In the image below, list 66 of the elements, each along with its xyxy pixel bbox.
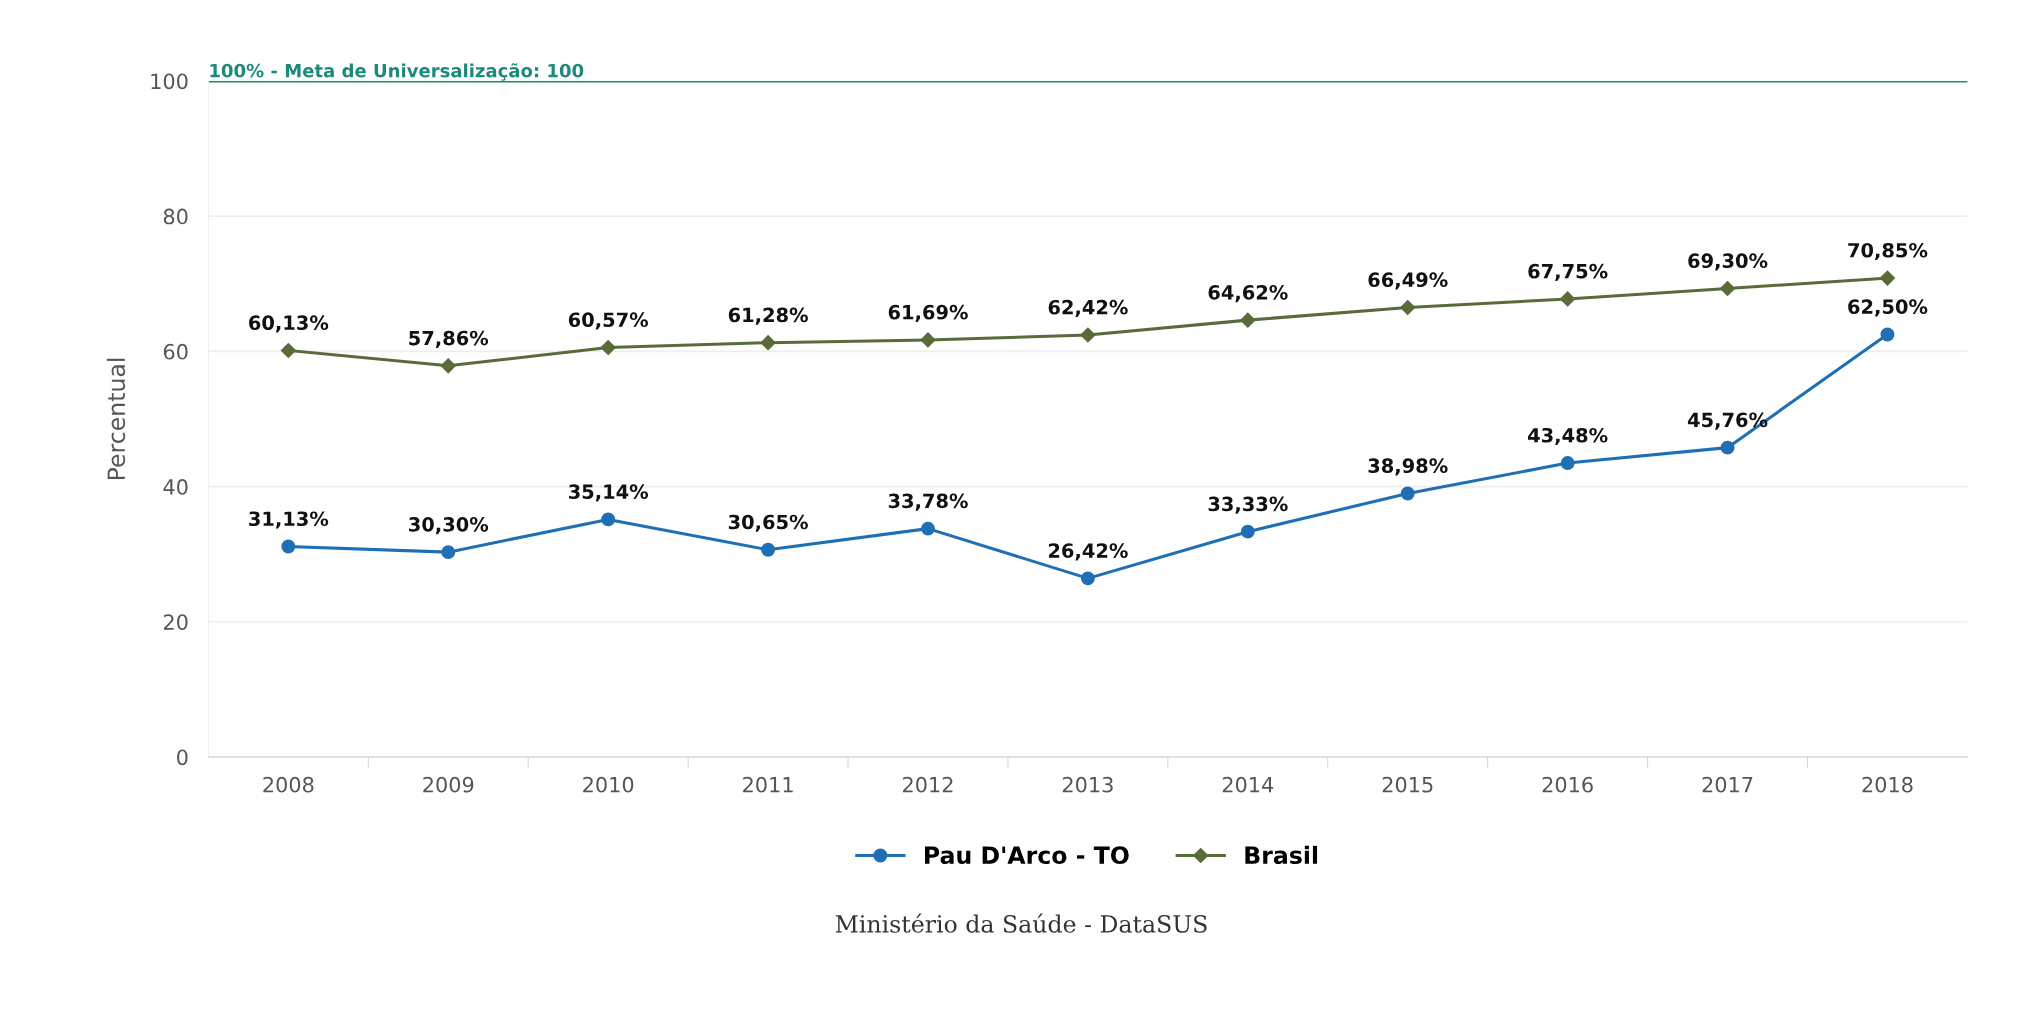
- y-tick-label: 60: [163, 343, 188, 360]
- data-label: 61,69%: [888, 304, 968, 322]
- point: [1879, 270, 1896, 286]
- x-tick-label: 2016: [1542, 776, 1593, 793]
- point: [1880, 327, 1895, 342]
- point: [1240, 524, 1255, 539]
- x-tick-label: 2009: [423, 776, 474, 793]
- point: [1400, 299, 1416, 316]
- point: [1240, 312, 1256, 328]
- point: [281, 539, 296, 554]
- data-label: 45,76%: [1687, 412, 1768, 430]
- y-tick-label: 100: [151, 73, 188, 90]
- data-label: 30,30%: [409, 517, 489, 535]
- point: [600, 339, 616, 356]
- x-tick-label: 2015: [1382, 776, 1433, 793]
- data-label: 60,13%: [249, 315, 329, 333]
- x-tick-label: 2018: [1862, 776, 1913, 793]
- x-tick-label: 2010: [583, 776, 634, 793]
- data-label: 67,75%: [1528, 263, 1608, 282]
- data-label: 26,42%: [1048, 543, 1128, 561]
- x-tick-label: 2013: [1062, 776, 1113, 793]
- data-label: 35,14%: [568, 484, 649, 502]
- x-tick-label: 2011: [743, 776, 793, 793]
- point: [1400, 486, 1415, 501]
- point: [1080, 571, 1095, 586]
- data-label: 64,62%: [1208, 284, 1288, 303]
- point: [920, 332, 936, 348]
- point: [760, 335, 776, 351]
- data-label: 62,50%: [1848, 299, 1928, 317]
- data-label: 66,49%: [1368, 272, 1448, 290]
- data-label: 43,48%: [1528, 427, 1608, 446]
- data-label: 69,30%: [1688, 253, 1768, 271]
- point: [601, 512, 616, 527]
- data-label: 62,42%: [1048, 299, 1128, 318]
- y-axis-title: Percentual: [106, 358, 126, 480]
- point: [440, 358, 456, 374]
- ref-line-label: 100% - Meta de Universalização: 100: [210, 63, 584, 81]
- data-label: 38,98%: [1368, 458, 1448, 476]
- data-label: 33,78%: [888, 493, 968, 511]
- x-tick-label: 2017: [1702, 776, 1753, 793]
- data-label: 33,33%: [1208, 496, 1288, 514]
- text: Ministério da Saúde - DataSUS: [835, 913, 1207, 933]
- x-tick-label: 2008: [263, 776, 314, 793]
- legend-label: Brasil: [1245, 845, 1318, 865]
- data-label: 57,86%: [409, 330, 489, 348]
- y-tick-label: 20: [163, 614, 188, 630]
- point: [1560, 291, 1576, 307]
- y-tick-label: 40: [163, 479, 188, 495]
- legend-label: Pau D'Arco - TO: [925, 846, 1129, 865]
- point: [1720, 440, 1735, 455]
- x-tick-label: 2014: [1222, 776, 1274, 793]
- data-label: 61,28%: [728, 307, 808, 325]
- y-tick-label: 80: [163, 208, 188, 225]
- x-tick-label: 2012: [903, 776, 953, 793]
- y-tick-label: 0: [177, 749, 188, 766]
- point: [441, 545, 456, 560]
- data-label: 31,13%: [249, 511, 329, 529]
- point: [1719, 280, 1736, 297]
- point: [1080, 327, 1096, 343]
- data-label: 30,65%: [728, 514, 808, 532]
- point: [921, 521, 935, 536]
- data-label: 70,85%: [1848, 242, 1928, 261]
- point: [280, 342, 296, 359]
- data-label: 60,57%: [568, 312, 649, 330]
- point: [1560, 456, 1575, 470]
- point: [761, 542, 776, 557]
